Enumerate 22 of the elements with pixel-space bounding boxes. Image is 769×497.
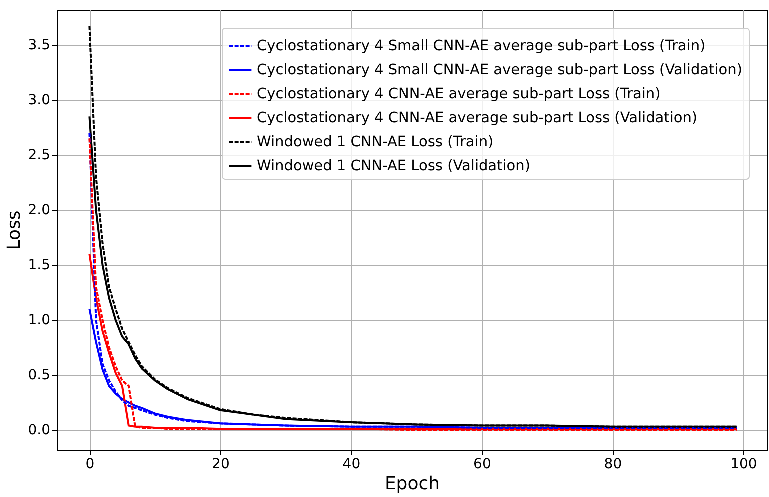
x-tick-label: 100 <box>730 456 758 472</box>
y-tick-label: 1.0 <box>28 312 50 329</box>
x-axis-title: Epoch <box>384 474 440 494</box>
y-axis-title: Loss <box>4 210 26 250</box>
y-tick-label: 2.5 <box>28 148 50 164</box>
y-tick-label: 2.0 <box>28 202 50 219</box>
x-tick-label: 20 <box>212 456 230 472</box>
legend-label: Windowed 1 CNN-AE Loss (Validation) <box>257 158 530 174</box>
y-tick-label: 3.5 <box>28 38 50 54</box>
x-tick-label: 80 <box>604 456 622 472</box>
legend-label: Cyclostationary 4 CNN-AE average sub-part Loss (Train) <box>257 86 661 102</box>
y-tick-label: 0.0 <box>28 422 50 439</box>
y-tick-label: 3.0 <box>28 92 50 109</box>
legend-label: Windowed 1 CNN-AE Loss (Train) <box>257 134 494 150</box>
x-tick-label: 40 <box>342 456 361 472</box>
legend-label: Cyclostationary 4 Small CNN-AE average sub-part Loss (Validation) <box>257 62 742 78</box>
x-tick-label: 60 <box>474 456 492 472</box>
legend-label: Cyclostationary 4 Small CNN-AE average sub-part Loss (Train) <box>257 38 706 54</box>
x-tick-label: 0 <box>86 456 95 472</box>
y-tick-label: 1.5 <box>28 258 50 274</box>
legend-label: Cyclostationary 4 CNN-AE average sub-part Loss (Validation) <box>257 110 698 126</box>
y-tick-label: 0.5 <box>28 368 50 384</box>
